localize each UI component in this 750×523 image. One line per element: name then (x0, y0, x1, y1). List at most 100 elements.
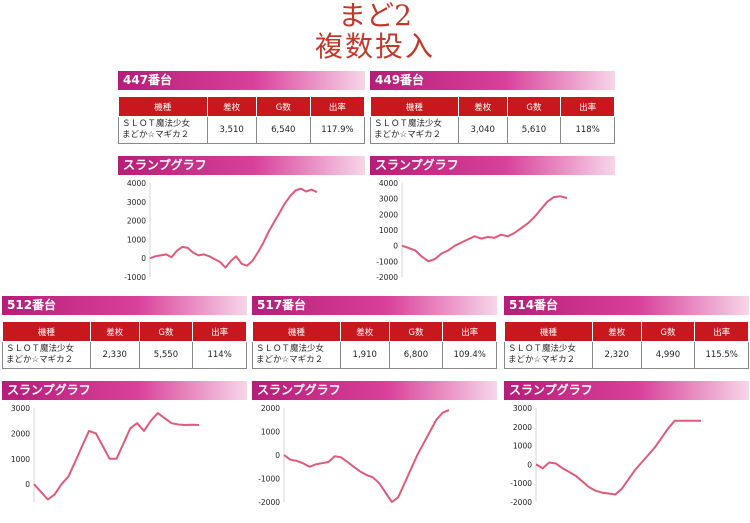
col-header-rate: 出率 (442, 321, 497, 342)
col-header-rate: 出率 (560, 96, 615, 117)
machine-block: 447番台 機種 差枚 G数 出率 ＳＬＯＴ魔法少女 まどか☆マギカ２ 3,510… (118, 71, 366, 283)
slump-line-series (33, 412, 200, 501)
rate-cell: 109.4% (442, 341, 497, 369)
slump-graph: 4000 3000 2000 1000 0 -1000 (124, 179, 318, 282)
y-tick-label: 3000 (11, 404, 30, 413)
machine-block: 514番台 機種 差枚 G数 出率 ＳＬＯＴ魔法少女 まどか☆マギカ２ 2,320… (504, 296, 749, 508)
y-tick-label: -2000 (258, 498, 280, 507)
spec-header-row: 機種 差枚 G数 出率 (370, 96, 615, 117)
model-name-line1: ＳＬＯＴ魔法少女 (122, 119, 191, 129)
spec-row: ＳＬＯＴ魔法少女 まどか☆マギカ２ 2,330 5,550 114% (2, 341, 247, 369)
model-name-line2: まどか☆マギカ２ (374, 130, 442, 140)
model-name-cell: ＳＬＯＴ魔法少女 まどか☆マギカ２ (2, 341, 91, 369)
model-name-cell: ＳＬＯＴ魔法少女 まどか☆マギカ２ (118, 116, 208, 144)
machine-block: 517番台 機種 差枚 G数 出率 ＳＬＯＴ魔法少女 まどか☆マギカ２ 1,910… (252, 296, 497, 508)
model-name-cell: ＳＬＯＴ魔法少女 まどか☆マギカ２ (370, 116, 459, 144)
col-header-model: 機種 (118, 96, 208, 117)
spec-header-row: 機種 差枚 G数 出率 (2, 321, 247, 342)
model-name-line1: ＳＬＯＴ魔法少女 (256, 344, 325, 354)
spec-table: 機種 差枚 G数 出率 ＳＬＯＴ魔法少女 まどか☆マギカ２ 2,320 4,990… (504, 321, 749, 369)
slump-graph-header: スランプグラフ (370, 156, 615, 175)
col-header-model: 機種 (504, 321, 593, 342)
col-header-diff: 差枚 (457, 96, 508, 117)
y-tick-label: 1000 (379, 226, 398, 235)
y-tick-label: -1000 (258, 475, 280, 484)
rate-cell: 114% (192, 341, 247, 369)
diff-cell: 2,320 (591, 341, 642, 369)
slump-line-series (401, 195, 568, 263)
model-name-line2: まどか☆マギカ２ (508, 355, 576, 365)
col-header-rate: 出率 (694, 321, 749, 342)
machine-number-header: 449番台 (370, 71, 615, 90)
machine-number-header: 447番台 (118, 71, 365, 90)
y-tick-label: -1000 (376, 257, 398, 266)
model-name-line2: まどか☆マギカ２ (6, 355, 74, 365)
rate-cell: 115.5% (694, 341, 749, 369)
model-name-line1: ＳＬＯＴ魔法少女 (6, 344, 75, 354)
y-tick-label: 0 (527, 460, 532, 469)
spec-row: ＳＬＯＴ魔法少女 まどか☆マギカ２ 3,040 5,610 118% (370, 116, 615, 144)
col-header-model: 機種 (252, 321, 341, 342)
spec-header-row: 機種 差枚 G数 出率 (504, 321, 749, 342)
games-cell: 6,540 (255, 116, 311, 144)
rate-cell: 118% (560, 116, 615, 144)
slump-graph-header: スランプグラフ (118, 156, 365, 175)
machine-number-header: 512番台 (2, 296, 247, 315)
y-tick-label: 1000 (513, 442, 532, 451)
y-tick-label: 2000 (11, 429, 30, 438)
y-tick-label: 4000 (379, 179, 398, 188)
col-header-games: G数 (506, 96, 562, 117)
y-tick-label: 1000 (11, 455, 30, 464)
y-tick-label: 3000 (379, 195, 398, 204)
y-tick-label: 2000 (513, 423, 532, 432)
col-header-games: G数 (388, 321, 444, 342)
col-header-games: G数 (138, 321, 194, 342)
model-name-cell: ＳＬＯＴ魔法少女 まどか☆マギカ２ (252, 341, 341, 369)
y-tick-label: 2000 (261, 404, 280, 413)
y-tick-label: 1000 (127, 235, 146, 244)
slump-graph: 2000 1000 0 -1000 -2000 (258, 404, 450, 507)
diff-cell: 3,040 (457, 116, 508, 144)
spec-table: 機種 差枚 G数 出率 ＳＬＯＴ魔法少女 まどか☆マギカ２ 2,330 5,550… (2, 321, 247, 369)
y-tick-label: 1000 (261, 428, 280, 437)
model-name-cell: ＳＬＯＴ魔法少女 まどか☆マギカ２ (504, 341, 593, 369)
diff-cell: 3,510 (206, 116, 257, 144)
y-tick-label: 0 (393, 242, 398, 251)
model-name-line2: まどか☆マギカ２ (256, 355, 324, 365)
col-header-diff: 差枚 (89, 321, 140, 342)
slump-line-series (535, 419, 701, 496)
y-tick-label: 0 (275, 451, 280, 460)
games-cell: 4,990 (640, 341, 696, 369)
games-cell: 5,610 (506, 116, 562, 144)
slump-graph-header: スランプグラフ (504, 381, 749, 400)
spec-table: 機種 差枚 G数 出率 ＳＬＯＴ魔法少女 まどか☆マギカ２ 3,510 6,540… (118, 96, 366, 144)
col-header-games: G数 (255, 96, 311, 117)
spec-header-row: 機種 差枚 G数 出率 (118, 96, 366, 117)
machine-number-header: 514番台 (504, 296, 749, 315)
y-tick-label: 3000 (513, 404, 532, 413)
spec-row: ＳＬＯＴ魔法少女 まどか☆マギカ２ 3,510 6,540 117.9% (118, 116, 366, 144)
y-tick-label: -2000 (376, 273, 398, 282)
col-header-games: G数 (640, 321, 696, 342)
model-name-line1: ＳＬＯＴ魔法少女 (508, 344, 577, 354)
slump-graph-header: スランプグラフ (2, 381, 247, 400)
y-tick-label: -1000 (510, 479, 532, 488)
slump-graph-header: スランプグラフ (252, 381, 497, 400)
y-tick-label: -2000 (510, 498, 532, 507)
machine-number-header: 517番台 (252, 296, 497, 315)
spec-table: 機種 差枚 G数 出率 ＳＬＯＴ魔法少女 まどか☆マギカ２ 3,040 5,610… (370, 96, 615, 144)
col-header-diff: 差枚 (206, 96, 257, 117)
page-title-line1: まど2 (338, 0, 412, 32)
slump-graph: 3000 2000 1000 0 (11, 404, 200, 502)
y-tick-label: 0 (141, 254, 146, 263)
y-tick-label: -1000 (124, 273, 146, 282)
col-header-model: 機種 (370, 96, 459, 117)
model-name-line1: ＳＬＯＴ魔法少女 (374, 119, 443, 129)
spec-table: 機種 差枚 G数 出率 ＳＬＯＴ魔法少女 まどか☆マギカ２ 1,910 6,800… (252, 321, 497, 369)
machine-block: 449番台 機種 差枚 G数 出率 ＳＬＯＴ魔法少女 まどか☆マギカ２ 3,040… (370, 71, 615, 283)
y-tick-label: 2000 (379, 210, 398, 219)
rate-cell: 117.9% (309, 116, 366, 144)
slump-line-series (149, 187, 318, 269)
diff-cell: 2,330 (89, 341, 140, 369)
y-tick-label: 4000 (127, 179, 146, 188)
